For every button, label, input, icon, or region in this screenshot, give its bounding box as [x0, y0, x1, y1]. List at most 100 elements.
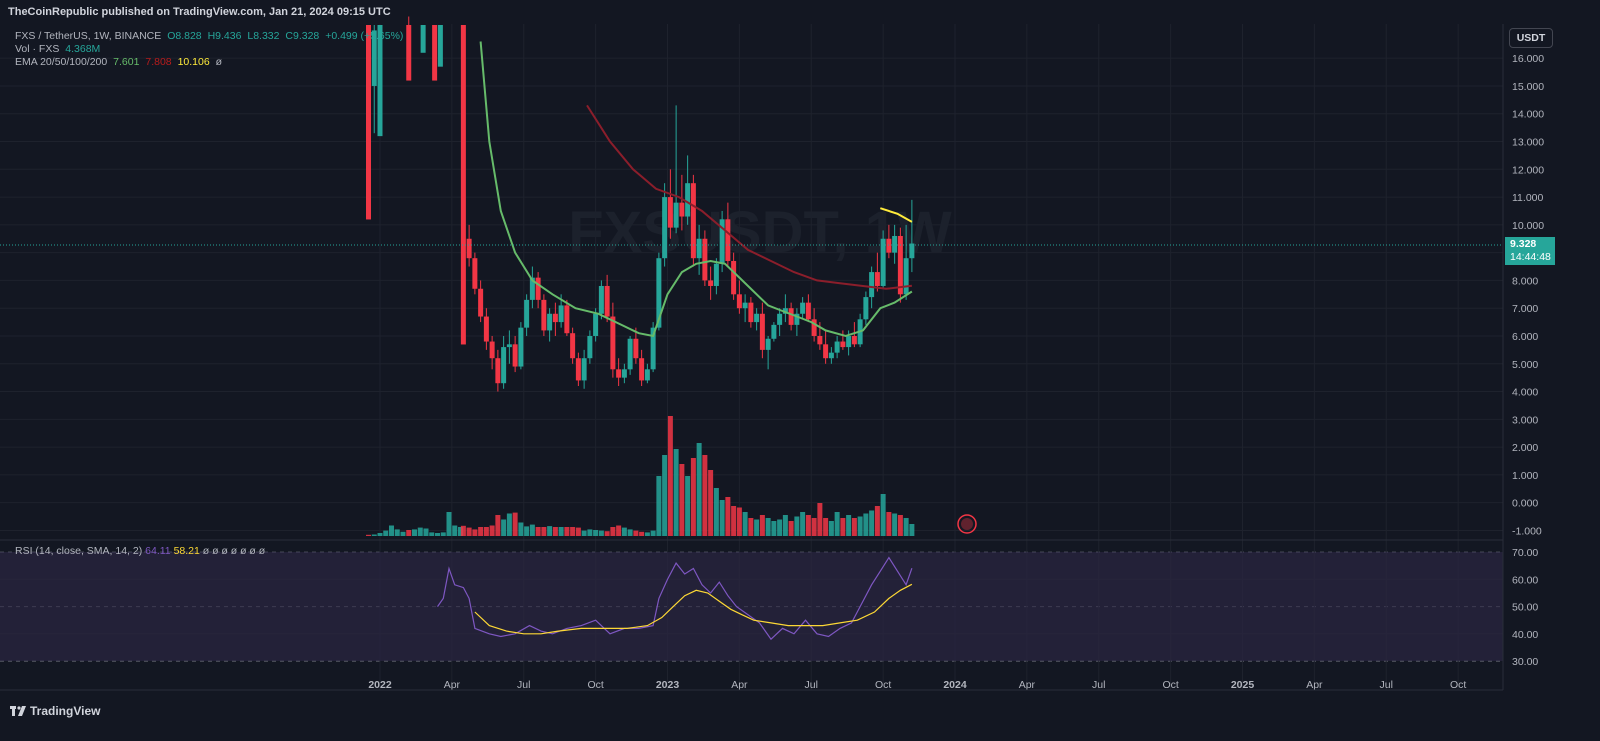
candle-body — [874, 272, 880, 286]
volume-bar — [524, 526, 530, 536]
price-tick-label: 10.000 — [1512, 220, 1544, 232]
candle-body — [575, 358, 581, 381]
time-axis[interactable]: 2022 Apr Jul Oct 2023 Apr Jul Oct 2024 Apr Jul Oct 2… — [368, 679, 1466, 691]
candle-body — [777, 313, 783, 325]
volume-bar — [417, 527, 423, 536]
volume-bar — [564, 527, 570, 536]
change-value: +0.499 (+5.65%) — [325, 30, 404, 42]
volume-bar — [708, 470, 714, 536]
candle-body — [644, 369, 650, 381]
candle-body — [846, 335, 852, 348]
price-tick-label: 11.000 — [1512, 192, 1543, 204]
ema-legend: EMA 20/50/100/200 7.601 7.808 10.106 ø — [15, 56, 225, 69]
rsi-legend: RSI (14, close, SMA, 14, 2) 64.11 58.21 … — [15, 545, 265, 557]
price-tick-label: 1.000 — [1512, 470, 1538, 482]
time-tick-label: 2022 — [368, 679, 392, 691]
volume-bar — [541, 527, 547, 536]
volume-bar — [633, 530, 639, 536]
candle-body — [432, 25, 438, 81]
tradingview-logo[interactable]: TradingView — [10, 704, 100, 718]
candle-body — [552, 313, 558, 323]
rsi-sma-line — [474, 583, 913, 635]
rsi-tick-label: 70.00 — [1512, 547, 1538, 559]
volume-bar — [429, 532, 435, 536]
candle-body — [713, 263, 719, 286]
volume-bar — [811, 518, 817, 536]
volume-bar — [817, 503, 823, 536]
volume-bar — [489, 525, 495, 536]
candle-body — [892, 235, 898, 253]
volume-bar — [748, 518, 754, 536]
ema20-line — [479, 41, 913, 338]
volume-bar — [690, 458, 696, 536]
candle-body — [506, 344, 512, 348]
candle-body — [794, 313, 800, 325]
time-tick-label: Jul — [1092, 679, 1105, 691]
volume-bar — [604, 531, 610, 536]
candle-body — [377, 25, 383, 137]
candle-body — [437, 25, 443, 67]
volume-bar — [518, 522, 524, 536]
volume-bar — [377, 533, 383, 536]
candle-body — [690, 183, 696, 259]
price-tick-label: 5.000 — [1512, 359, 1538, 371]
candle-body — [817, 335, 823, 345]
rsi-line — [437, 556, 913, 641]
main-legend: FXS / TetherUS, 1W, BINANCE O8.828 H9.43… — [15, 30, 406, 43]
volume-bar — [406, 530, 412, 536]
candle-body — [472, 258, 478, 289]
price-tick-label: 2.000 — [1512, 442, 1538, 454]
volume-label[interactable]: Vol · FXS — [15, 43, 60, 55]
volume-bar — [834, 512, 840, 536]
volume-bar — [840, 518, 846, 536]
ema200-value: ø — [215, 56, 223, 68]
volume-bar — [662, 455, 668, 536]
volume-bar — [880, 494, 886, 536]
volume-bar — [593, 530, 599, 536]
candle-body — [581, 358, 587, 381]
volume-bar — [828, 521, 834, 536]
volume-bar — [598, 530, 604, 536]
rsi-label[interactable]: RSI (14, close, SMA, 14, 2) — [15, 545, 143, 557]
volume-bar — [423, 528, 429, 536]
last-price-value: 9.328 — [1510, 238, 1537, 250]
volume-bar — [575, 527, 581, 536]
rsi-band — [0, 552, 1503, 661]
volume-bar — [897, 515, 903, 536]
volume-bar — [412, 529, 417, 536]
volume-bar — [466, 527, 472, 536]
alert-marker[interactable] — [957, 514, 977, 534]
price-tick-label: 15.000 — [1512, 81, 1544, 93]
symbol-line[interactable]: FXS / TetherUS, 1W, BINANCE — [15, 30, 162, 42]
ema100-value: 10.106 — [177, 56, 210, 68]
candle-body — [495, 358, 501, 384]
volume-bar — [506, 513, 512, 536]
candle-body — [478, 288, 484, 317]
volume-bar — [389, 525, 394, 536]
volume-bar — [547, 526, 553, 536]
candle-body — [903, 258, 909, 295]
volume-value: 4.368M — [65, 43, 101, 55]
volume-bar — [667, 416, 673, 536]
volume-bar — [719, 500, 725, 536]
ema-label[interactable]: EMA 20/50/100/200 — [15, 56, 108, 68]
volume-bar — [679, 464, 685, 536]
volume-bar — [621, 527, 627, 536]
candle-body — [685, 183, 691, 217]
candle-body — [570, 333, 576, 359]
volume-bar — [656, 476, 662, 536]
volume-bar — [754, 519, 760, 536]
rsi-tick-label: 30.00 — [1512, 656, 1538, 668]
bar-countdown: 14:44:48 — [1510, 251, 1551, 263]
candle-body — [593, 313, 599, 336]
price-axis[interactable]: -1.000 0.000 1.000 2.000 3.000 4.000 5.000 6.00… — [1512, 53, 1544, 668]
price-tick-label: 13.000 — [1512, 137, 1544, 149]
volume-bar — [616, 525, 622, 536]
candle-body — [759, 313, 765, 350]
volume-bar — [800, 512, 806, 536]
currency-button[interactable]: USDT — [1509, 28, 1553, 48]
candle-body — [564, 305, 570, 334]
time-tick-label: Oct — [1162, 679, 1178, 691]
candle-body — [673, 202, 679, 228]
